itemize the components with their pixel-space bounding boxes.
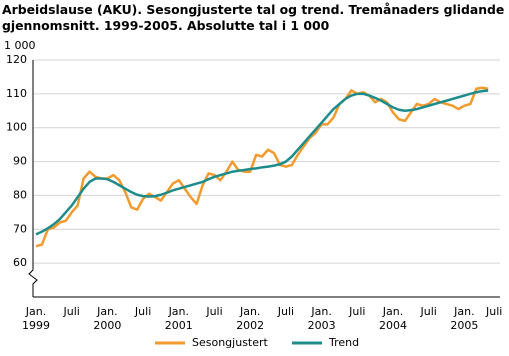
legend-label: Sesongjustert bbox=[192, 336, 269, 349]
x-tick-label: Jan. 2001 bbox=[165, 305, 193, 332]
x-tick-label: Juli bbox=[134, 305, 151, 318]
y-tick-label: 70 bbox=[13, 222, 27, 235]
x-tick-label: Jan. 2000 bbox=[93, 305, 121, 332]
x-tick-label: Juli bbox=[63, 305, 80, 318]
y-tick-label: 100 bbox=[6, 121, 27, 134]
x-tick-label: Jan. 2003 bbox=[308, 305, 336, 332]
y-tick-label: 110 bbox=[6, 87, 27, 100]
x-tick-label: Juli bbox=[348, 305, 365, 318]
series-line bbox=[35, 89, 489, 236]
y-tick-label: 90 bbox=[13, 155, 27, 168]
legend-label: Trend bbox=[328, 336, 359, 349]
chart-title: Arbeidslause (AKU). Sesongjusterte tal o… bbox=[2, 2, 505, 33]
x-tick-label: Juli bbox=[277, 305, 294, 318]
y-tick-label: 120 bbox=[6, 53, 27, 66]
x-tick-label: Jan. 1999 bbox=[22, 305, 50, 332]
axis-break bbox=[28, 269, 38, 297]
y-tick-label: 80 bbox=[13, 188, 27, 201]
y-tick-label: 60 bbox=[13, 256, 27, 269]
y-unit: 1 000 bbox=[4, 39, 36, 52]
x-tick-label: Jan. 2002 bbox=[236, 305, 264, 332]
x-tick-label: Juli bbox=[485, 305, 502, 318]
x-tick-label: Jan. 2005 bbox=[450, 305, 478, 332]
x-tick-label: Juli bbox=[205, 305, 222, 318]
x-tick-label: Juli bbox=[420, 305, 437, 318]
x-tick-label: Jan. 2004 bbox=[379, 305, 407, 332]
